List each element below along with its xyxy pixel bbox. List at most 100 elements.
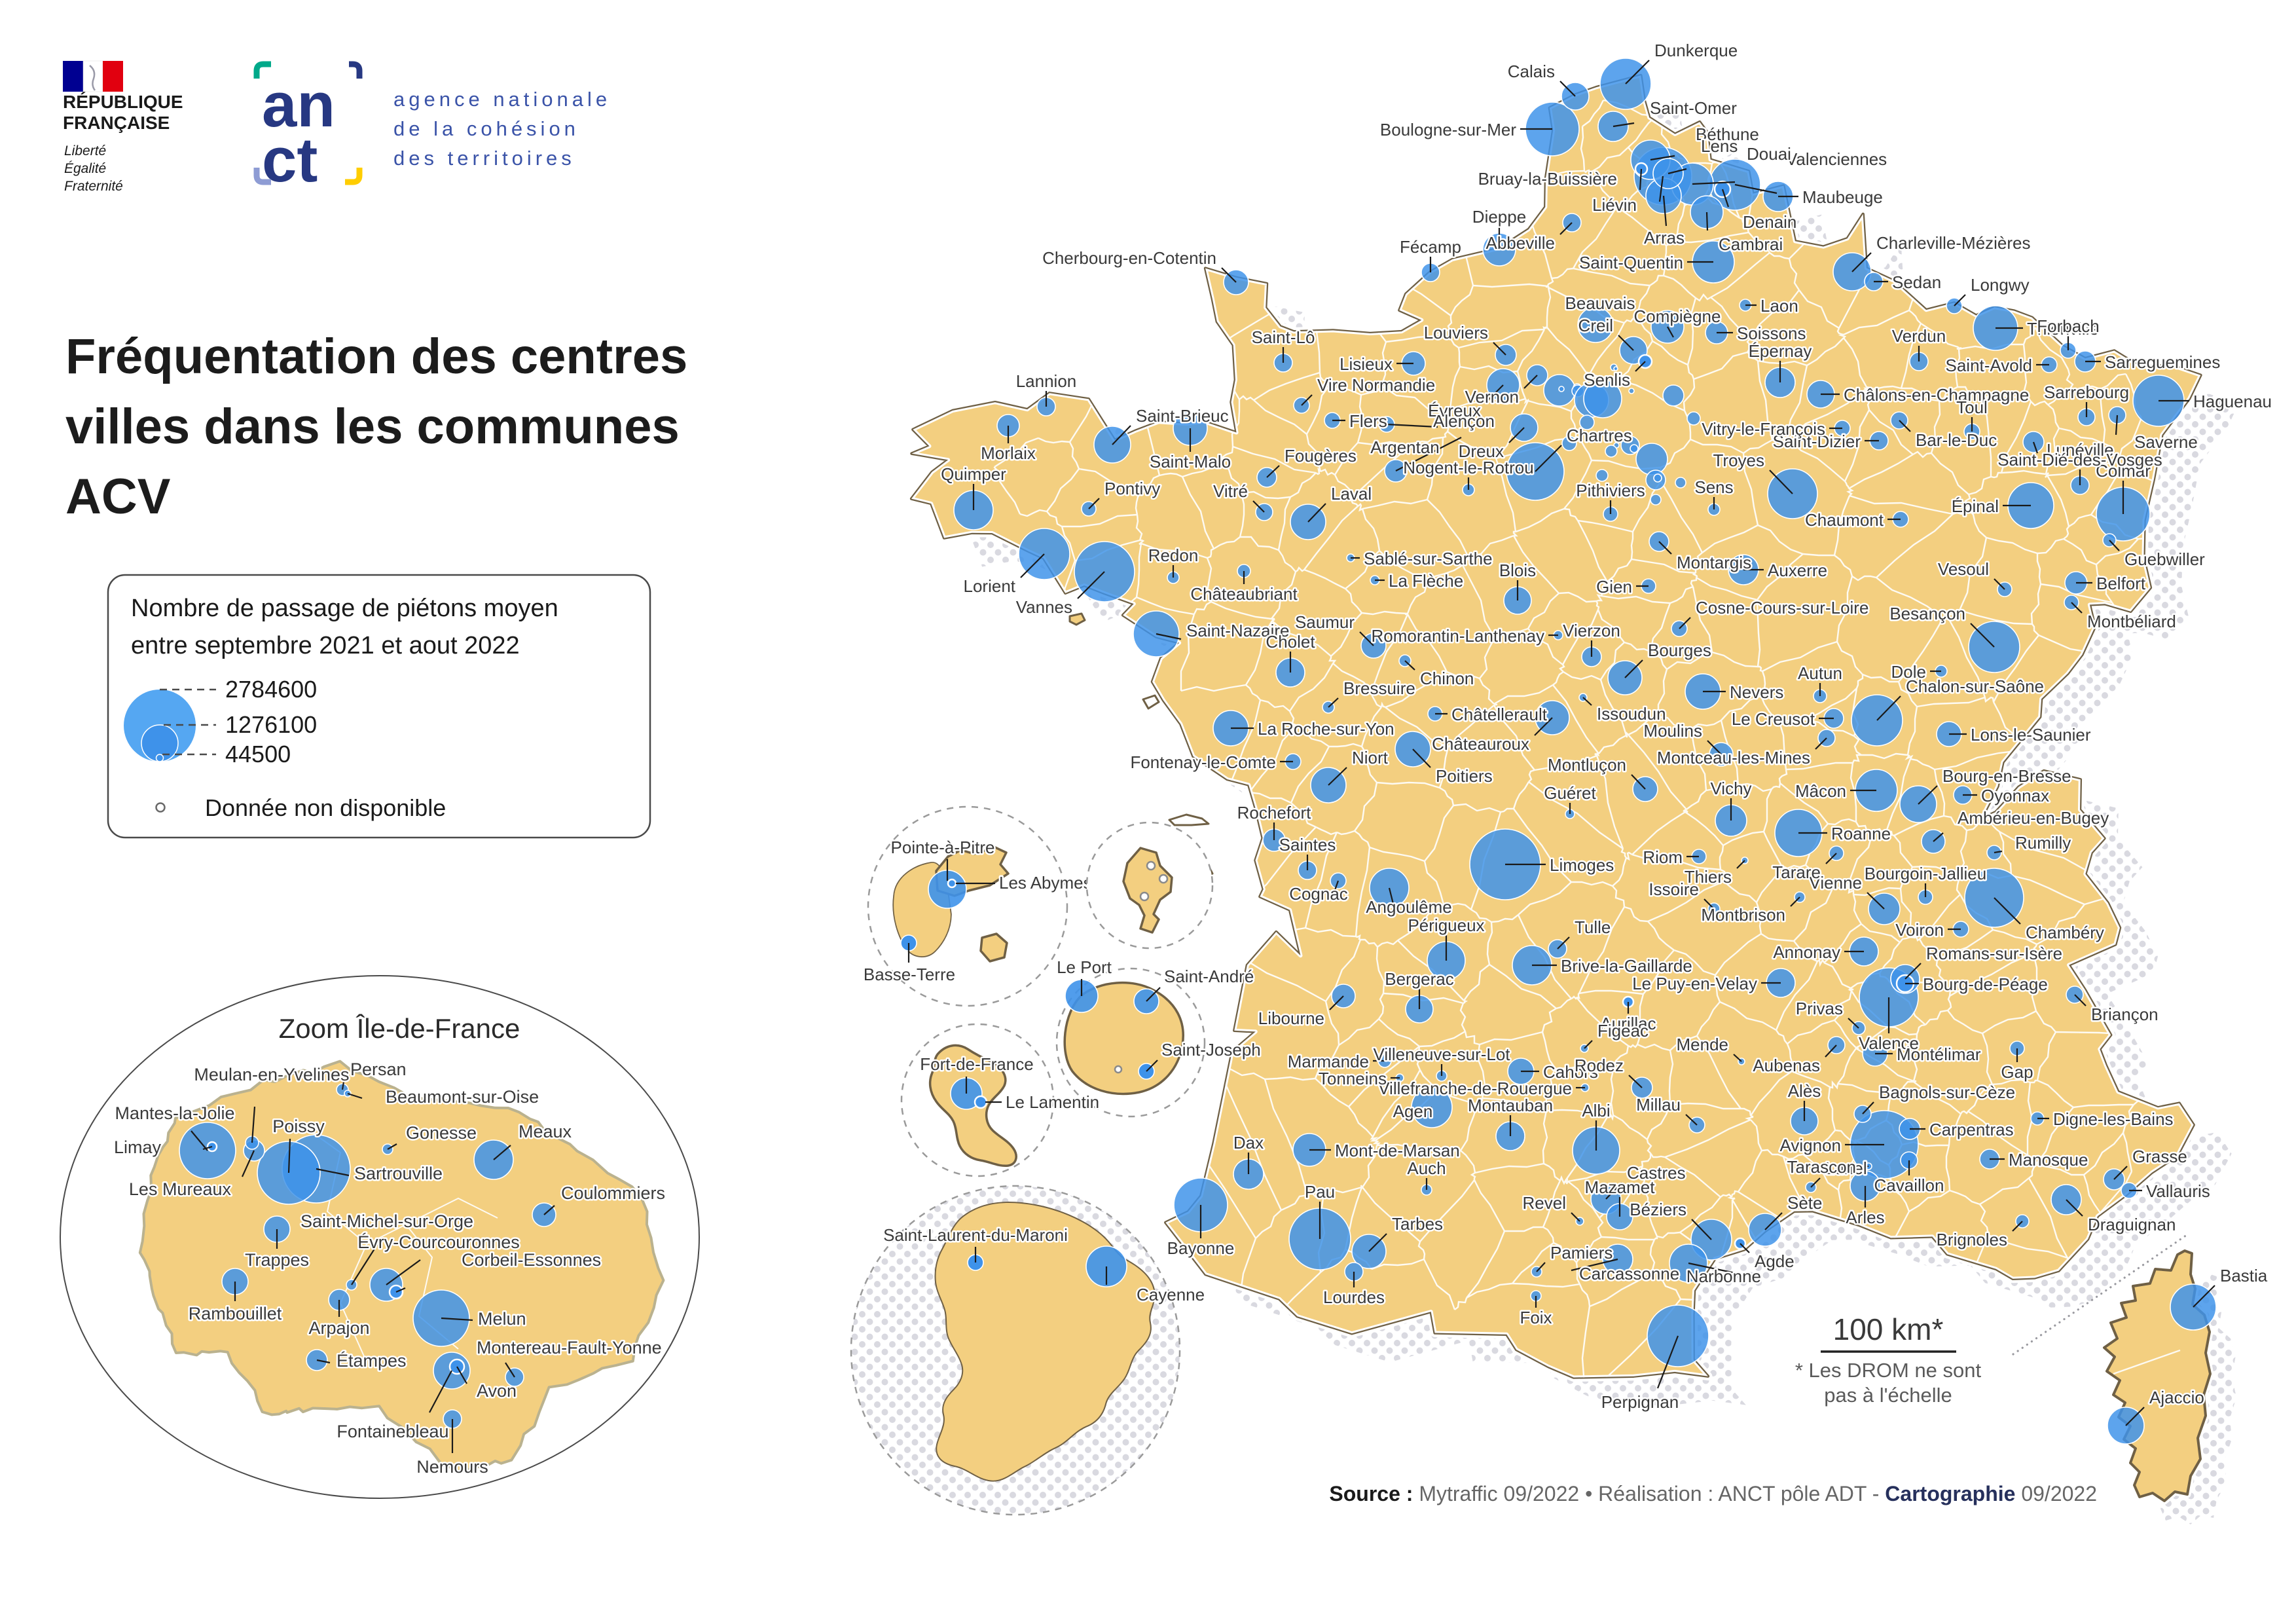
svg-text:an: an bbox=[262, 70, 335, 140]
svg-text:Villeneuve-sur-Lot: Villeneuve-sur-Lot bbox=[1373, 1044, 1510, 1064]
svg-text:Vesoul: Vesoul bbox=[1938, 559, 1989, 579]
svg-text:Saint-Lô: Saint-Lô bbox=[1252, 327, 1315, 347]
svg-text:Louviers: Louviers bbox=[1424, 323, 1488, 342]
svg-text:Arpajon: Arpajon bbox=[308, 1318, 369, 1338]
svg-text:des territoires: des territoires bbox=[393, 147, 575, 170]
svg-text:Colmar: Colmar bbox=[2096, 461, 2151, 481]
svg-text:Aurillac: Aurillac bbox=[1600, 1014, 1656, 1033]
svg-text:Autun: Autun bbox=[1798, 663, 1842, 683]
svg-text:Thionville: Thionville bbox=[2027, 319, 2099, 339]
svg-text:Sedan: Sedan bbox=[1892, 272, 1941, 292]
svg-text:Denain: Denain bbox=[1743, 212, 1796, 232]
svg-text:Toul: Toul bbox=[1956, 397, 1988, 417]
svg-text:Corbeil-Essonnes: Corbeil-Essonnes bbox=[462, 1250, 601, 1270]
svg-text:Issoudun: Issoudun bbox=[1597, 704, 1666, 724]
svg-text:Égalité: Égalité bbox=[64, 161, 106, 176]
svg-text:Gonesse: Gonesse bbox=[406, 1123, 477, 1143]
svg-text:Montbrison: Montbrison bbox=[1701, 905, 1785, 925]
svg-text:Vernon: Vernon bbox=[1465, 387, 1519, 407]
svg-text:Bruay-la-Buissière: Bruay-la-Buissière bbox=[1478, 169, 1617, 189]
svg-text:Lannion: Lannion bbox=[1016, 371, 1077, 391]
svg-text:Chambéry: Chambéry bbox=[2026, 923, 2104, 942]
svg-text:Compiègne: Compiègne bbox=[1634, 306, 1721, 326]
svg-text:Bourgoin-Jallieu: Bourgoin-Jallieu bbox=[1865, 864, 1986, 883]
svg-text:Vallauris: Vallauris bbox=[2146, 1181, 2210, 1201]
svg-text:Bar-le-Duc: Bar-le-Duc bbox=[1916, 430, 1997, 450]
svg-text:Dunkerque: Dunkerque bbox=[1654, 41, 1738, 60]
svg-text:Libourne: Libourne bbox=[1258, 1008, 1324, 1028]
svg-text:Briançon: Briançon bbox=[2091, 1005, 2159, 1024]
svg-text:Brignoles: Brignoles bbox=[1937, 1230, 2007, 1249]
svg-text:Bourg-de-Péage: Bourg-de-Péage bbox=[1923, 974, 2048, 994]
svg-text:Rambouillet: Rambouillet bbox=[189, 1304, 282, 1323]
svg-text:Morlaix: Morlaix bbox=[981, 443, 1036, 463]
svg-text:Cognac: Cognac bbox=[1289, 884, 1348, 904]
svg-text:Mantes-la-Jolie: Mantes-la-Jolie bbox=[115, 1103, 234, 1123]
svg-text:Rodez: Rodez bbox=[1575, 1056, 1624, 1075]
svg-text:Donnée non disponible: Donnée non disponible bbox=[205, 794, 446, 821]
svg-text:Sens: Sens bbox=[1694, 477, 1733, 497]
svg-text:Périgueux: Périgueux bbox=[1408, 915, 1484, 935]
svg-text:La Flèche: La Flèche bbox=[1389, 571, 1463, 591]
svg-text:Saintes: Saintes bbox=[1279, 835, 1336, 855]
svg-text:Saint-Malo: Saint-Malo bbox=[1150, 452, 1231, 471]
svg-text:100 km*: 100 km* bbox=[1833, 1312, 1944, 1346]
svg-text:Fougères: Fougères bbox=[1285, 446, 1357, 466]
svg-text:Villefranche-de-Rouergue: Villefranche-de-Rouergue bbox=[1378, 1079, 1572, 1098]
svg-text:Fort-de-France: Fort-de-France bbox=[920, 1054, 1033, 1074]
svg-text:Bastia: Bastia bbox=[2220, 1266, 2268, 1285]
svg-text:Romorantin-Lanthenay: Romorantin-Lanthenay bbox=[1372, 626, 1545, 646]
svg-text:Poissy: Poissy bbox=[272, 1116, 325, 1136]
svg-text:Lens: Lens bbox=[1701, 136, 1738, 156]
svg-text:Saint-Brieuc: Saint-Brieuc bbox=[1136, 406, 1229, 426]
svg-text:Nogent-le-Rotrou: Nogent-le-Rotrou bbox=[1403, 458, 1533, 477]
svg-text:* Les DROM ne sont: * Les DROM ne sont bbox=[1795, 1359, 1982, 1382]
svg-text:Thiers: Thiers bbox=[1685, 867, 1732, 887]
svg-text:Issoire: Issoire bbox=[1649, 879, 1699, 899]
svg-text:ct: ct bbox=[262, 125, 318, 195]
svg-text:ACV: ACV bbox=[65, 469, 171, 525]
svg-text:Valence: Valence bbox=[1859, 1033, 1919, 1053]
svg-text:Troyes: Troyes bbox=[1713, 451, 1765, 470]
svg-text:Liévin: Liévin bbox=[1592, 195, 1637, 215]
svg-text:Saint-André: Saint-André bbox=[1164, 967, 1254, 986]
svg-text:Blois: Blois bbox=[1499, 561, 1536, 580]
svg-text:Marmande: Marmande bbox=[1288, 1052, 1369, 1071]
svg-text:Cahors: Cahors bbox=[1543, 1062, 1598, 1082]
svg-text:Fontenay-le-Comte: Fontenay-le-Comte bbox=[1130, 752, 1276, 772]
svg-text:Saint-Quentin: Saint-Quentin bbox=[1579, 253, 1683, 272]
svg-text:Auch: Auch bbox=[1407, 1158, 1446, 1178]
svg-text:Laval: Laval bbox=[1331, 484, 1372, 504]
svg-text:Coulommiers: Coulommiers bbox=[561, 1183, 665, 1203]
svg-text:Saint-Nazaire: Saint-Nazaire bbox=[1186, 621, 1290, 640]
svg-text:Dole: Dole bbox=[1891, 662, 1926, 682]
svg-text:Fécamp: Fécamp bbox=[1400, 237, 1461, 257]
svg-text:Le Lamentin: Le Lamentin bbox=[1006, 1092, 1099, 1112]
svg-text:Soissons: Soissons bbox=[1737, 323, 1806, 343]
svg-text:Tarascon: Tarascon bbox=[1787, 1157, 1857, 1177]
svg-text:Chaumont: Chaumont bbox=[1805, 510, 1884, 530]
svg-text:Fontainebleau: Fontainebleau bbox=[337, 1422, 448, 1441]
svg-text:Limay: Limay bbox=[114, 1137, 162, 1157]
svg-text:Avignon: Avignon bbox=[1780, 1135, 1842, 1155]
svg-text:Avon: Avon bbox=[477, 1381, 517, 1401]
svg-text:Calais: Calais bbox=[1508, 62, 1555, 81]
svg-text:villes dans les communes: villes dans les communes bbox=[65, 399, 680, 454]
svg-text:Cayenne: Cayenne bbox=[1137, 1285, 1205, 1304]
svg-text:Cavaillon: Cavaillon bbox=[1874, 1175, 1944, 1195]
svg-text:Lunel: Lunel bbox=[1825, 1158, 1867, 1178]
svg-text:Tulle: Tulle bbox=[1575, 917, 1611, 937]
svg-text:Abbeville: Abbeville bbox=[1485, 233, 1555, 253]
svg-text:Vichy: Vichy bbox=[1710, 779, 1751, 798]
svg-text:Vitry-le-François: Vitry-le-François bbox=[1702, 419, 1825, 439]
svg-text:Pointe-à-Pitre: Pointe-à-Pitre bbox=[891, 838, 995, 857]
svg-text:Pau: Pau bbox=[1305, 1182, 1335, 1202]
svg-text:Fréquentation des centres: Fréquentation des centres bbox=[65, 329, 687, 384]
svg-text:Châtellerault: Châtellerault bbox=[1451, 705, 1548, 724]
svg-text:Nombre de passage de piétons m: Nombre de passage de piétons moyen bbox=[131, 595, 558, 622]
svg-text:Lons-le-Saunier: Lons-le-Saunier bbox=[1971, 725, 2091, 745]
svg-text:Tarare: Tarare bbox=[1772, 862, 1821, 882]
svg-text:Tonneins: Tonneins bbox=[1319, 1069, 1387, 1088]
svg-text:Les Mureaux: Les Mureaux bbox=[129, 1179, 232, 1199]
svg-text:Haguenau: Haguenau bbox=[2193, 392, 2272, 411]
